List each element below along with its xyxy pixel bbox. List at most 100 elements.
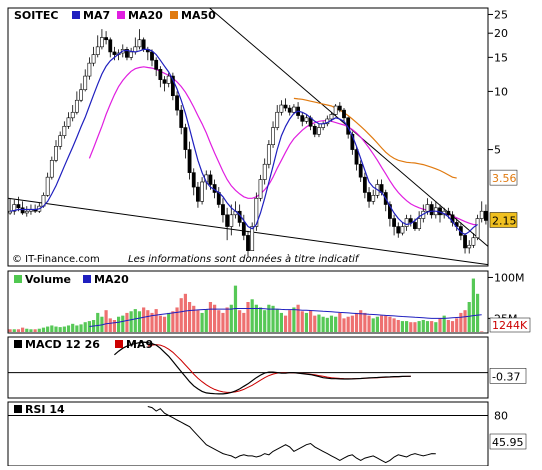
volume-bar <box>409 322 413 332</box>
candle-body <box>484 210 488 221</box>
candle-body <box>83 75 88 91</box>
candle-body <box>66 117 71 127</box>
ma50-last-box <box>489 169 518 186</box>
volume-bar <box>66 325 71 332</box>
macd-legend-label: MA9 <box>126 338 153 351</box>
volume-bar <box>137 311 142 332</box>
volume-bar <box>29 329 33 332</box>
legend-swatch <box>170 11 178 19</box>
volume-bar <box>125 312 129 332</box>
ma50-line <box>293 97 457 179</box>
legend-swatch <box>117 11 125 19</box>
candle-body <box>367 192 371 202</box>
volume-bar <box>434 322 438 332</box>
candle-body <box>266 144 271 165</box>
price-last-label: 2.15 <box>492 214 517 227</box>
volume-bar <box>480 331 484 332</box>
candle-body <box>154 59 159 70</box>
volume-bar <box>446 320 450 332</box>
volume-bar <box>121 315 125 332</box>
credit-text: © IT-Finance.com <box>12 254 100 265</box>
volume-bar <box>196 310 200 332</box>
candle-body <box>179 109 184 128</box>
volume-bar <box>371 318 375 332</box>
volume-bar <box>104 310 108 332</box>
volume-legend-label: MA20 <box>94 273 129 286</box>
volume-bar <box>442 315 446 332</box>
legend-label: MA7 <box>83 9 110 22</box>
candle-body <box>467 244 472 249</box>
candle-body <box>279 104 284 113</box>
volume-bar <box>325 317 329 332</box>
candle-body <box>100 37 104 48</box>
candle-body <box>417 218 422 229</box>
volume-bar <box>417 321 421 332</box>
volume-bar <box>100 316 104 332</box>
volume-bar <box>187 302 192 332</box>
candle-body <box>12 204 17 212</box>
volume-bar <box>142 307 146 332</box>
candle-body <box>137 39 142 48</box>
candle-body <box>112 51 117 55</box>
candle-body <box>250 226 255 251</box>
candle-body <box>342 109 346 119</box>
candle-body <box>446 210 451 216</box>
rsi-tick-label: 80 <box>494 409 508 422</box>
macd-last-label: -0.37 <box>492 370 520 383</box>
candle-body <box>262 163 267 180</box>
candle-body <box>358 163 363 178</box>
volume-bar <box>421 320 425 332</box>
candle-body <box>300 115 305 122</box>
disclaimer-text: Les informations sont données à titre in… <box>128 253 360 265</box>
volume-bar <box>41 327 46 332</box>
candle-body <box>45 176 50 196</box>
candle-body <box>191 172 196 188</box>
macd-line <box>114 341 411 395</box>
ma50-last-label: 3.56 <box>492 172 517 185</box>
volume-bar <box>46 326 50 332</box>
candle-body <box>425 204 430 212</box>
candle-body <box>283 104 288 109</box>
volume-bar <box>58 327 62 332</box>
candle-body <box>392 218 396 227</box>
candle-body <box>62 125 67 137</box>
candle-body <box>8 210 12 214</box>
volume-bar <box>246 302 250 332</box>
volume-bar <box>12 329 16 332</box>
volume-bar <box>450 321 455 332</box>
volume-bar <box>171 311 175 332</box>
macd-legend-swatch <box>14 340 22 348</box>
candle-body <box>196 186 200 202</box>
volume-bar <box>8 329 12 332</box>
volume-bar <box>430 321 434 332</box>
volume-bar <box>71 323 75 332</box>
volume-bar <box>267 304 271 332</box>
volume-bar <box>463 310 467 332</box>
volume-bar <box>54 326 58 332</box>
rsi-last-label: 45.95 <box>492 436 524 449</box>
candle-body <box>312 125 317 135</box>
volume-bar <box>392 318 396 332</box>
volume-bar <box>213 304 217 332</box>
volume-bar <box>455 318 459 332</box>
candle-body <box>388 204 392 219</box>
volume-bar <box>208 302 213 332</box>
volume-bar <box>367 315 371 332</box>
price-tick-label: 5 <box>494 144 501 157</box>
volume-bar <box>300 311 304 332</box>
candle-body <box>91 54 96 64</box>
volume-bar <box>283 315 288 332</box>
volume-bar <box>405 321 409 332</box>
volume-bar <box>158 315 162 332</box>
macd-legend-label: MACD 12 26 <box>25 338 100 351</box>
volume-last-label: 1244K <box>492 319 528 332</box>
volume-legend-swatch <box>14 275 22 283</box>
volume-bar <box>146 310 150 332</box>
price-tick-label: 25 <box>494 8 508 21</box>
volume-bar <box>179 298 183 332</box>
rsi-legend-swatch <box>14 405 22 413</box>
candle-body <box>158 69 163 80</box>
candle-body <box>317 127 321 135</box>
volume-bar <box>37 328 41 332</box>
volume-bar <box>309 310 313 332</box>
